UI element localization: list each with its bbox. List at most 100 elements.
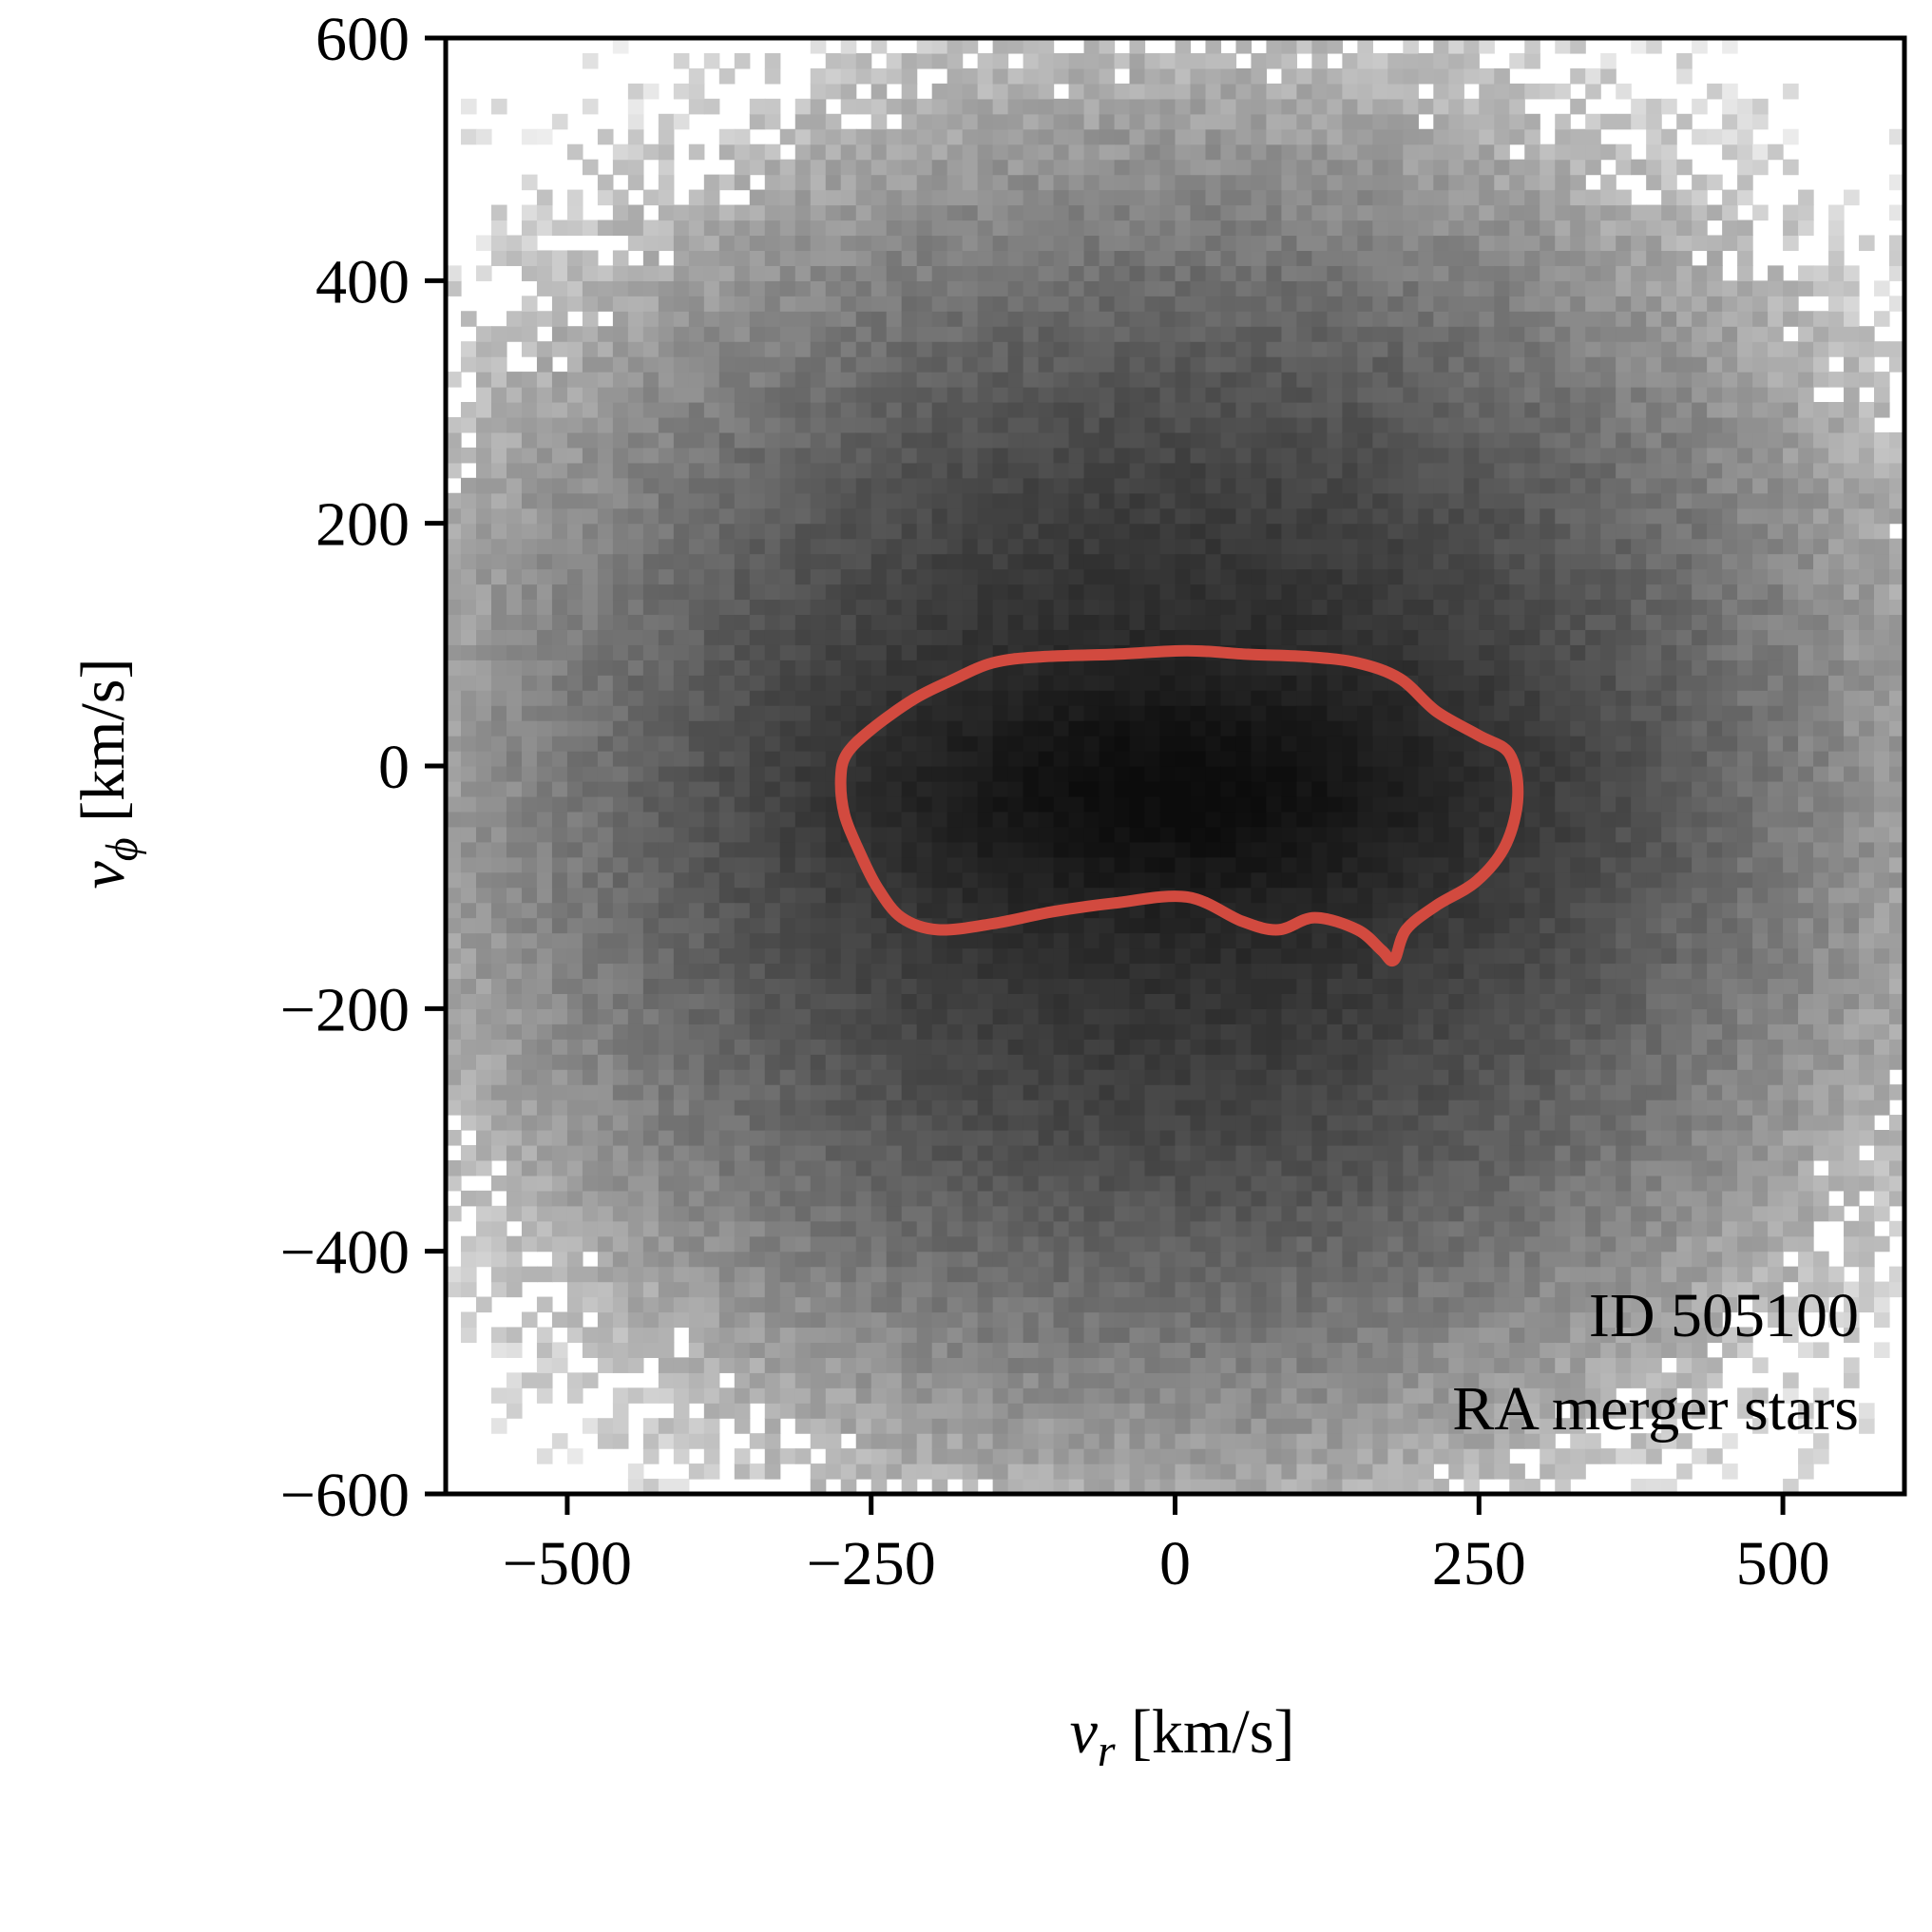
heatmap-cell: [1053, 1403, 1070, 1419]
heatmap-cell: [1144, 1433, 1161, 1449]
heatmap-cell: [688, 98, 705, 115]
heatmap-cell: [916, 1266, 933, 1283]
heatmap-cell: [551, 523, 568, 540]
heatmap-cell: [947, 372, 964, 388]
heatmap-cell: [1144, 978, 1161, 994]
heatmap-cell: [521, 644, 538, 660]
heatmap-cell: [506, 583, 523, 601]
heatmap-cell: [551, 690, 568, 706]
heatmap-cell: [840, 1342, 857, 1358]
heatmap-cell: [901, 431, 918, 449]
heatmap-cell: [582, 1084, 599, 1100]
heatmap-cell: [627, 431, 644, 449]
heatmap-cell: [490, 1100, 507, 1116]
heatmap-cell: [1068, 1342, 1085, 1358]
heatmap-cell: [1099, 52, 1116, 69]
heatmap-cell: [506, 1235, 523, 1253]
heatmap-cell: [886, 1235, 903, 1253]
heatmap-cell: [673, 1448, 690, 1464]
heatmap-cell: [612, 311, 629, 327]
heatmap-cell: [931, 629, 948, 645]
heatmap-cell: [1266, 1403, 1283, 1419]
heatmap-cell: [931, 38, 948, 54]
heatmap-cell: [1114, 235, 1131, 252]
heatmap-cell: [916, 1205, 933, 1222]
heatmap-cell: [703, 356, 720, 373]
heatmap-cell: [1114, 720, 1131, 736]
heatmap-cell: [1266, 462, 1283, 479]
heatmap-cell: [764, 1039, 781, 1055]
heatmap-cell: [688, 83, 705, 100]
heatmap-cell: [931, 1266, 948, 1283]
heatmap-cell: [992, 52, 1009, 69]
heatmap-cell: [794, 1387, 812, 1404]
heatmap-cell: [992, 1039, 1009, 1055]
heatmap-cell: [992, 280, 1009, 296]
heatmap-cell: [947, 1144, 964, 1161]
heatmap-cell: [1266, 780, 1283, 797]
heatmap-cell: [506, 1039, 523, 1055]
heatmap-cell: [947, 766, 964, 782]
heatmap-cell: [1281, 143, 1298, 161]
heatmap-cell: [536, 917, 553, 934]
heatmap-cell: [1083, 660, 1100, 676]
heatmap-cell: [1190, 265, 1207, 281]
heatmap-cell: [1281, 311, 1298, 327]
heatmap-cell: [490, 387, 507, 403]
heatmap-cell: [992, 599, 1009, 616]
heatmap-cell: [582, 1023, 599, 1040]
heatmap-cell: [825, 1159, 842, 1176]
heatmap-cell: [992, 1159, 1009, 1176]
heatmap-cell: [1266, 1327, 1283, 1344]
heatmap-cell: [536, 841, 553, 858]
heatmap-cell: [1099, 1159, 1116, 1176]
heatmap-cell: [582, 993, 599, 1009]
heatmap-cell: [1235, 1372, 1253, 1388]
heatmap-cell: [703, 1130, 720, 1146]
heatmap-cell: [551, 963, 568, 980]
heatmap-cell: [1144, 1479, 1161, 1495]
heatmap-cell: [840, 416, 857, 433]
heatmap-cell: [1281, 629, 1298, 645]
heatmap-cell: [810, 720, 827, 736]
heatmap-cell: [947, 311, 964, 327]
heatmap-cell: [947, 1069, 964, 1085]
heatmap-cell: [566, 780, 583, 797]
heatmap-cell: [1068, 280, 1085, 296]
heatmap-cell: [1038, 629, 1055, 645]
heatmap-cell: [1281, 67, 1298, 85]
heatmap-cell: [612, 296, 629, 312]
heatmap-cell: [1281, 326, 1298, 342]
heatmap-cell: [642, 1205, 660, 1222]
heatmap-cell: [566, 993, 583, 1009]
heatmap-cell: [1114, 143, 1131, 161]
heatmap-cell: [490, 1251, 507, 1268]
heatmap-cell: [1083, 887, 1100, 904]
heatmap-cell: [886, 220, 903, 237]
heatmap-cell: [886, 993, 903, 1009]
heatmap-cell: [870, 614, 888, 630]
heatmap-cell: [1251, 341, 1268, 357]
heatmap-cell: [977, 553, 994, 570]
heatmap-cell: [1038, 1403, 1055, 1419]
heatmap-cell: [1220, 1023, 1237, 1040]
heatmap-cell: [779, 583, 796, 601]
heatmap-cell: [673, 826, 690, 843]
heatmap-cell: [901, 1479, 918, 1495]
heatmap-cell: [1068, 1023, 1085, 1040]
heatmap-cell: [1129, 902, 1146, 919]
heatmap-cell: [1190, 1175, 1207, 1192]
heatmap-cell: [475, 1144, 492, 1161]
heatmap-cell: [1083, 341, 1100, 357]
heatmap-cell: [1114, 871, 1131, 889]
heatmap-cell: [810, 1115, 827, 1131]
heatmap-cell: [1038, 1190, 1055, 1207]
heatmap-cell: [1038, 1205, 1055, 1222]
heatmap-cell: [931, 1084, 948, 1100]
heatmap-cell: [794, 1266, 812, 1283]
heatmap-cell: [1083, 780, 1100, 797]
heatmap-cell: [870, 932, 888, 949]
heatmap-cell: [1144, 1327, 1161, 1344]
heatmap-cell: [506, 736, 523, 752]
heatmap-cell: [1205, 766, 1222, 782]
